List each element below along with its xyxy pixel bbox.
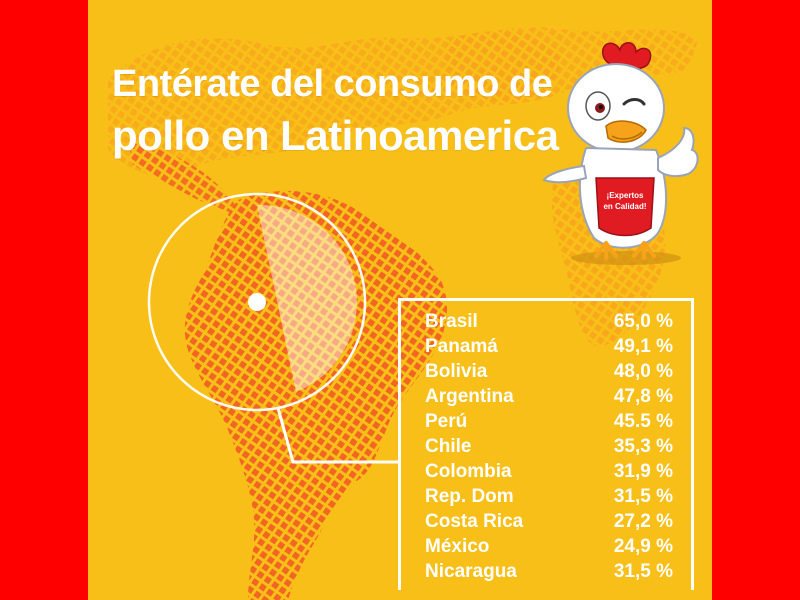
country-row: Argentina 47,8 % (425, 384, 673, 409)
highlight-slice (257, 204, 357, 392)
center-dot (248, 293, 266, 311)
page-title: Entérate del consumo de pollo en Latinoa… (112, 58, 559, 162)
country-name: Chile (425, 436, 472, 457)
title-line-2: pollo en Latinoamerica (112, 112, 559, 159)
consumption-value: 35,3 % (613, 436, 673, 457)
apron-text-2: en Calidad! (603, 202, 646, 211)
consumption-value: 31,5 % (613, 486, 673, 507)
consumption-value: 48,0 % (613, 361, 673, 382)
consumption-value: 47,8 % (613, 386, 673, 407)
consumption-value: 45.5 % (613, 411, 673, 432)
country-row: Panamá 49,1 % (425, 334, 673, 359)
country-row: México 24,9 % (425, 534, 673, 559)
left-red-border (0, 0, 88, 600)
country-row: Bolivia 48,0 % (425, 359, 673, 384)
country-row: Brasil 65,0 % (425, 309, 673, 334)
country-name: Nicaragua (425, 561, 517, 582)
infographic-poster: Entérate del consumo de pollo en Latinoa… (88, 0, 712, 600)
consumption-value: 24,9 % (613, 536, 673, 557)
chicken-mascot: ¡Expertos en Calidad! (542, 42, 699, 265)
country-name: Perú (425, 411, 468, 432)
country-row: Rep. Dom 31,5 % (425, 484, 673, 509)
country-row: Chile 35,3 % (425, 434, 673, 459)
country-row: Nicaragua 31,5 % (425, 559, 673, 584)
highlight-circle (147, 192, 398, 464)
consumption-value: 31,5 % (613, 561, 673, 582)
country-name: Argentina (425, 386, 514, 407)
country-row: Costa Rica 27,2 % (425, 509, 673, 534)
country-name: México (425, 536, 490, 557)
country-name: Panamá (425, 336, 498, 357)
right-red-border (712, 0, 800, 600)
apron-text-1: ¡Expertos (607, 191, 644, 200)
country-name: Colombia (425, 461, 512, 482)
consumption-list: Brasil 65,0 % Panamá 49,1 % Bolivia 48,0 % Arg… (398, 298, 694, 590)
connector-line (276, 407, 398, 464)
country-name: Rep. Dom (425, 486, 514, 507)
country-name: Costa Rica (425, 511, 524, 532)
consumption-value: 65,0 % (613, 311, 673, 332)
consumption-value: 31,9 % (613, 461, 673, 482)
consumption-value: 27,2 % (613, 511, 673, 532)
consumption-value: 49,1 % (613, 336, 673, 357)
title-line-1: Entérate del consumo de (112, 63, 553, 105)
country-name: Brasil (425, 311, 478, 332)
country-name: Bolivia (425, 361, 488, 382)
country-row: Perú 45.5 % (425, 409, 673, 434)
country-row: Colombia 31,9 % (425, 459, 673, 484)
